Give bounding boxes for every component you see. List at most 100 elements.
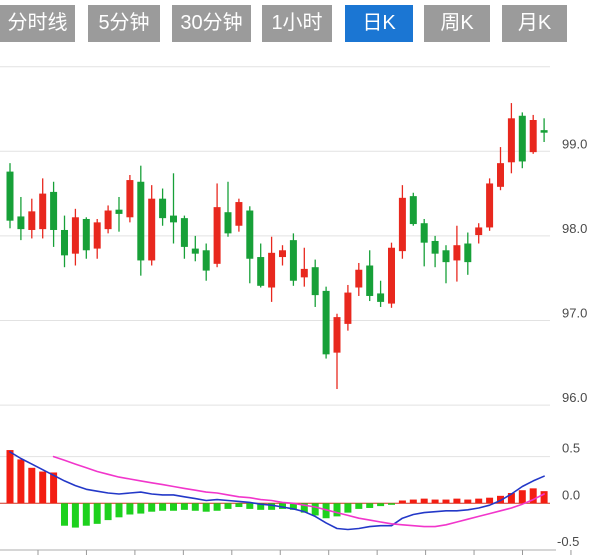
macd-bar	[17, 459, 25, 504]
macd-bar	[442, 499, 450, 504]
candle-body	[268, 252, 276, 288]
candle-body	[540, 130, 548, 133]
candle-body	[475, 227, 483, 236]
macd-bar	[431, 499, 439, 504]
macd-bar	[191, 503, 199, 511]
candle-body	[464, 243, 472, 263]
candle-body	[126, 180, 134, 218]
price-axis-label: 98.0	[562, 221, 587, 236]
candle-body	[28, 211, 36, 230]
macd-bar	[224, 503, 232, 509]
candle-body	[442, 250, 450, 263]
tab-daily-k[interactable]: 日K	[345, 5, 413, 42]
candle-body	[377, 293, 385, 302]
macd-bar	[529, 488, 537, 504]
candle-body	[50, 191, 58, 230]
macd-bar	[398, 500, 406, 504]
candle-body	[507, 118, 515, 163]
candle-body	[344, 292, 352, 324]
tab-weekly-k[interactable]: 周K	[424, 5, 490, 42]
macd-bar	[257, 503, 265, 510]
macd-bar	[6, 450, 14, 504]
macd-bar	[104, 503, 112, 521]
candle-body	[170, 215, 177, 223]
macd-bar	[126, 503, 134, 515]
macd-bar	[39, 471, 47, 504]
candle-body	[82, 218, 90, 251]
tab-monthly-k[interactable]: 月K	[502, 5, 567, 42]
candle-body	[180, 218, 188, 247]
macd-bar	[464, 499, 472, 504]
macd-bar	[180, 503, 188, 510]
macd-bar	[540, 491, 548, 504]
candle-body	[322, 290, 330, 355]
macd-bar	[28, 467, 36, 504]
candle-body	[333, 317, 341, 353]
candle-body	[93, 222, 101, 249]
macd-axis-label: 0.0	[562, 487, 580, 502]
candle-body	[355, 269, 363, 288]
macd-bar	[377, 503, 385, 507]
candle-body	[246, 210, 254, 259]
candle-body	[159, 198, 167, 219]
macd-bar	[213, 503, 221, 511]
macd-histogram	[6, 450, 548, 528]
price-axis-label: 96.0	[562, 390, 587, 405]
macd-bar	[344, 503, 352, 513]
macd-bar	[159, 503, 167, 511]
macd-bar	[507, 493, 515, 504]
macd-bar	[93, 503, 101, 524]
macd-bar	[322, 503, 330, 519]
macd-bar	[82, 503, 90, 526]
candle-body	[224, 212, 232, 234]
tab-1hour[interactable]: 1小时	[262, 5, 332, 42]
macd-bar	[71, 503, 79, 528]
macd-dif-line	[9, 451, 545, 531]
tab-30min[interactable]: 30分钟	[172, 5, 251, 42]
macd-bar	[300, 503, 308, 513]
price-axis-label: 99.0	[562, 136, 587, 151]
macd-bar	[333, 503, 341, 517]
candle-body	[409, 196, 417, 225]
macd-bar	[453, 498, 461, 504]
candle-body	[148, 198, 156, 261]
macd-bar	[420, 498, 428, 504]
candle-body	[398, 197, 406, 252]
candle-body	[366, 265, 374, 296]
candle-body	[529, 119, 537, 153]
candle-body	[17, 216, 25, 230]
candle-body	[6, 171, 14, 221]
macd-bar	[235, 503, 243, 508]
macd-bar	[388, 503, 395, 505]
macd-axis-label: 0.5	[562, 441, 580, 456]
macd-bar	[355, 503, 363, 509]
candle-body	[420, 223, 428, 243]
candle-body	[257, 257, 265, 286]
candle-body	[518, 115, 526, 162]
macd-dea-line	[52, 455, 545, 528]
macd-bar	[409, 499, 417, 504]
macd-bar	[289, 503, 297, 510]
tab-5min[interactable]: 5分钟	[88, 5, 160, 42]
macd-bar	[115, 503, 123, 518]
macd-bar	[279, 503, 286, 509]
macd-axis-label: -0.5	[557, 534, 579, 549]
macd-bar	[497, 495, 504, 504]
macd-bar	[486, 497, 494, 504]
candlestick-series	[6, 103, 548, 390]
candle-body	[115, 209, 123, 214]
candle-body	[202, 250, 210, 271]
candle-body	[453, 245, 461, 261]
candle-body	[71, 217, 79, 254]
macd-bar	[170, 503, 177, 511]
macd-bar	[366, 503, 374, 508]
macd-bar	[246, 503, 254, 509]
price-axis-label: 97.0	[562, 306, 587, 321]
candle-body	[289, 240, 297, 281]
candle-body	[137, 181, 145, 261]
macd-bar	[148, 503, 156, 512]
tab-timeline[interactable]: 分时线	[0, 5, 75, 42]
candle-body	[497, 163, 504, 187]
candle-body	[39, 193, 47, 230]
